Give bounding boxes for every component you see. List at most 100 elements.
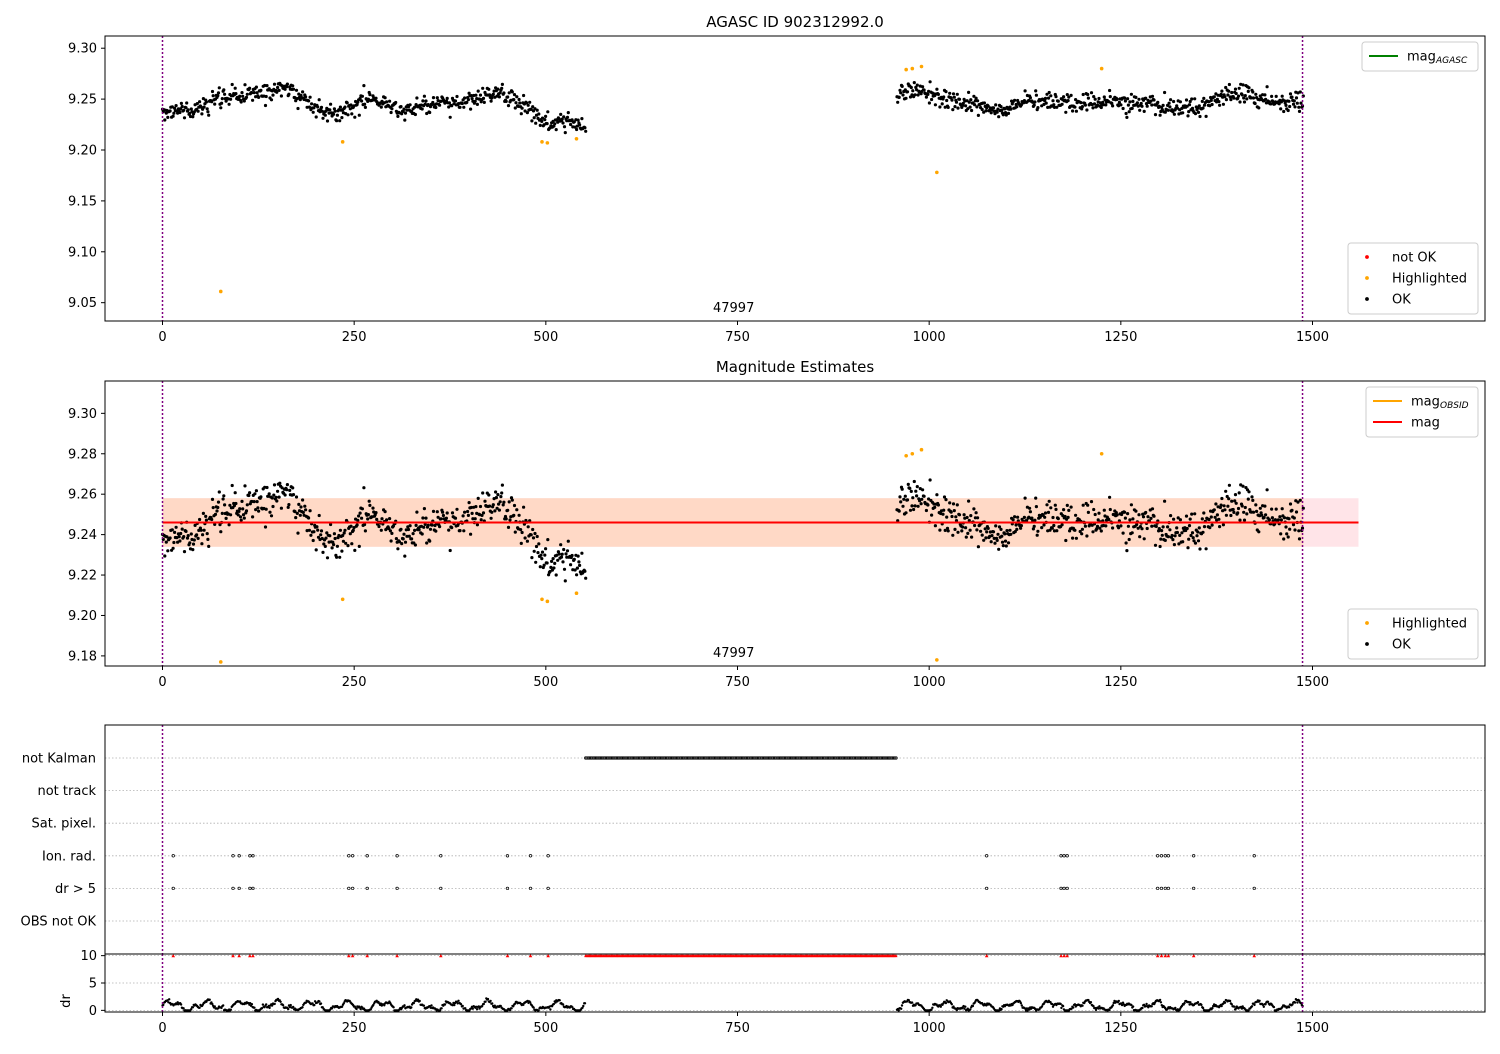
- ok-point: [379, 528, 383, 532]
- ok-point: [1140, 104, 1144, 108]
- ok-point: [350, 112, 354, 116]
- flag-point: [1062, 886, 1066, 891]
- ok-point: [324, 536, 328, 540]
- flag-point: [1065, 886, 1069, 891]
- ok-point: [530, 556, 534, 560]
- ok-point: [323, 113, 327, 117]
- dr-point: [493, 1004, 496, 1007]
- ok-point: [1056, 517, 1060, 521]
- ok-point: [355, 102, 359, 107]
- ok-point: [915, 494, 919, 498]
- ok-point: [482, 100, 486, 104]
- ok-point: [1172, 543, 1176, 547]
- ok-point: [329, 522, 333, 527]
- ok-point: [1131, 517, 1135, 521]
- ok-point: [201, 511, 205, 515]
- ok-point: [1215, 513, 1219, 517]
- ok-point: [1126, 524, 1130, 528]
- ok-point: [500, 86, 504, 90]
- dr-point: [1098, 1005, 1101, 1008]
- dr-point: [250, 1003, 254, 1006]
- ok-point: [357, 544, 361, 549]
- ok-point: [216, 94, 220, 98]
- ok-point: [573, 568, 577, 572]
- dr-point: [1097, 1007, 1100, 1010]
- ok-point: [353, 115, 357, 119]
- ok-point: [1210, 523, 1214, 527]
- ok-point: [999, 105, 1003, 109]
- ok-point: [1276, 518, 1280, 522]
- ok-point: [1028, 96, 1032, 100]
- ok-point: [1042, 523, 1046, 527]
- ok-point: [277, 495, 281, 499]
- ok-point: [1226, 504, 1230, 508]
- ok-point: [954, 100, 959, 104]
- dr-point: [1287, 1006, 1291, 1009]
- ok-point: [935, 87, 939, 91]
- ok-point: [1245, 512, 1249, 516]
- legend-label: Highlighted: [1392, 617, 1467, 632]
- ok-point: [1043, 515, 1047, 519]
- ok-point: [188, 541, 192, 545]
- ok-point: [428, 527, 433, 531]
- ok-point: [462, 105, 466, 109]
- ok-point: [426, 103, 430, 107]
- ok-point: [927, 101, 932, 105]
- ok-point: [421, 99, 425, 103]
- ok-point: [952, 95, 956, 99]
- ok-point: [253, 492, 257, 496]
- ok-point: [173, 530, 177, 535]
- ok-point: [441, 513, 445, 518]
- ok-point: [940, 102, 944, 106]
- flag-point: [1166, 854, 1171, 858]
- ok-point: [1129, 92, 1133, 96]
- dr-point: [1174, 1006, 1177, 1010]
- dr-point: [265, 1003, 268, 1006]
- ok-point: [515, 95, 519, 99]
- dr-y-tick-label: 10: [80, 949, 97, 964]
- ok-point: [943, 528, 947, 533]
- ok-point: [912, 507, 916, 512]
- dr-point: [1211, 1006, 1214, 1010]
- ok-point: [328, 108, 332, 112]
- highlighted-point: [910, 451, 915, 456]
- ok-point: [184, 106, 188, 110]
- ok-point: [236, 513, 240, 517]
- ok-point: [1264, 97, 1268, 101]
- ok-point: [1212, 95, 1216, 99]
- ok-point: [970, 108, 974, 113]
- ok-point: [926, 503, 930, 507]
- ok-point: [362, 486, 366, 490]
- ok-point: [274, 495, 278, 499]
- y-tick-label: 9.30: [68, 42, 97, 57]
- flag-point: [1159, 854, 1164, 858]
- ok-point: [1243, 505, 1247, 510]
- dr-point: [1159, 1001, 1163, 1004]
- ok-point: [204, 514, 208, 519]
- ok-point: [529, 533, 533, 537]
- dr-point: [211, 1002, 214, 1006]
- dr-point: [318, 1000, 321, 1003]
- ok-point: [993, 541, 997, 545]
- ok-point: [291, 493, 296, 497]
- ok-point: [207, 113, 211, 117]
- ok-point: [462, 529, 466, 533]
- dr-point: [418, 999, 421, 1003]
- ok-point: [561, 121, 565, 125]
- x-tick-label: 750: [725, 675, 750, 690]
- ok-point: [930, 97, 934, 102]
- ok-point: [955, 503, 959, 507]
- ok-point: [920, 497, 924, 501]
- ok-point: [1013, 515, 1017, 519]
- flag-point: [251, 854, 255, 858]
- ok-point: [578, 563, 582, 568]
- ok-point: [435, 510, 439, 514]
- ok-point: [506, 508, 510, 512]
- dr-point: [268, 1006, 271, 1010]
- dr-point: [1059, 1002, 1062, 1006]
- ok-point: [1161, 525, 1165, 529]
- ok-point: [465, 100, 469, 104]
- ok-point: [1125, 115, 1129, 119]
- ok-point: [1163, 90, 1167, 95]
- ok-point: [562, 115, 566, 119]
